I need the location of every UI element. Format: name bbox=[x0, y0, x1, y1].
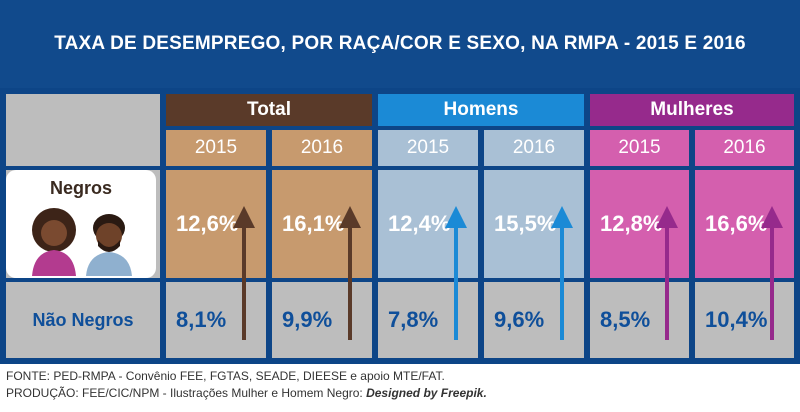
source-footer: FONTE: PED-RMPA - Convênio FEE, FGTAS, S… bbox=[6, 368, 796, 402]
people-illustration bbox=[32, 208, 132, 276]
year-label: 2015 bbox=[194, 137, 238, 158]
woman-icon bbox=[32, 208, 76, 276]
value-cell: 9,9% bbox=[272, 282, 372, 358]
year-cell: 2015 bbox=[378, 130, 478, 166]
year-cell: 2016 bbox=[695, 130, 794, 166]
credit-line: PRODUÇÃO: FEE/CIC/NPM - Ilustrações Mulh… bbox=[6, 385, 796, 402]
year-cell: 2016 bbox=[272, 130, 372, 166]
value-nao-negros: 9,6% bbox=[494, 307, 545, 332]
source-line: FONTE: PED-RMPA - Convênio FEE, FGTAS, S… bbox=[6, 369, 445, 383]
year-label: 2015 bbox=[406, 137, 450, 158]
value-cell: 8,1% bbox=[166, 282, 266, 358]
value-cell: 12,8% bbox=[590, 170, 689, 278]
value-negros: 15,5% bbox=[494, 211, 557, 236]
value-negros: 12,8% bbox=[600, 211, 663, 236]
row-label-nao-negros-cell: Não Negros bbox=[6, 282, 160, 358]
value-negros: 16,6% bbox=[705, 211, 768, 236]
credit-prefix: PRODUÇÃO: FEE/CIC/NPM - Ilustrações Mulh… bbox=[6, 386, 367, 400]
year-label: 2016 bbox=[723, 137, 766, 158]
corner-cell bbox=[6, 94, 160, 166]
value-nao-negros: 8,1% bbox=[176, 307, 227, 332]
value-nao-negros: 8,5% bbox=[600, 307, 651, 332]
value-negros: 16,1% bbox=[282, 211, 345, 236]
row-label-negros: Negros bbox=[49, 178, 112, 198]
value-cell: 12,4% bbox=[378, 170, 478, 278]
value-negros: 12,6% bbox=[176, 211, 239, 236]
header-total-label: Total bbox=[247, 99, 291, 120]
table-panel: Total Homens Mulheres 2015 2016 2015 201… bbox=[0, 88, 800, 364]
value-cell: 10,4% bbox=[695, 282, 794, 358]
year-label: 2016 bbox=[300, 137, 344, 158]
year-label: 2015 bbox=[618, 137, 661, 158]
header-homens-label: Homens bbox=[443, 99, 519, 120]
man-icon bbox=[86, 214, 132, 276]
value-cell: 16,6% bbox=[695, 170, 794, 278]
year-label: 2016 bbox=[512, 137, 556, 158]
year-cell: 2016 bbox=[484, 130, 584, 166]
row-label-nao-negros: Não Negros bbox=[32, 309, 134, 330]
header-total: Total bbox=[166, 94, 372, 126]
negros-label-card: Negros bbox=[6, 170, 156, 278]
value-cell: 8,5% bbox=[590, 282, 689, 358]
year-cell: 2015 bbox=[590, 130, 689, 166]
value-cell: 7,8% bbox=[378, 282, 478, 358]
header-mulheres-label: Mulheres bbox=[650, 99, 734, 120]
value-nao-negros: 7,8% bbox=[388, 307, 439, 332]
year-cell: 2015 bbox=[166, 130, 266, 166]
value-cell: 9,6% bbox=[484, 282, 584, 358]
value-nao-negros: 10,4% bbox=[705, 307, 768, 332]
value-cell: 16,1% bbox=[272, 170, 372, 278]
credit-italic: Designed by Freepik. bbox=[366, 386, 487, 400]
value-negros: 12,4% bbox=[388, 211, 451, 236]
value-cell: 15,5% bbox=[484, 170, 584, 278]
header-homens: Homens bbox=[378, 94, 584, 126]
header-mulheres: Mulheres bbox=[590, 94, 794, 126]
value-nao-negros: 9,9% bbox=[282, 307, 333, 332]
chart-title: TAXA DE DESEMPREGO, POR RAÇA/COR E SEXO,… bbox=[0, 0, 800, 88]
value-cell: 12,6% bbox=[166, 170, 266, 278]
